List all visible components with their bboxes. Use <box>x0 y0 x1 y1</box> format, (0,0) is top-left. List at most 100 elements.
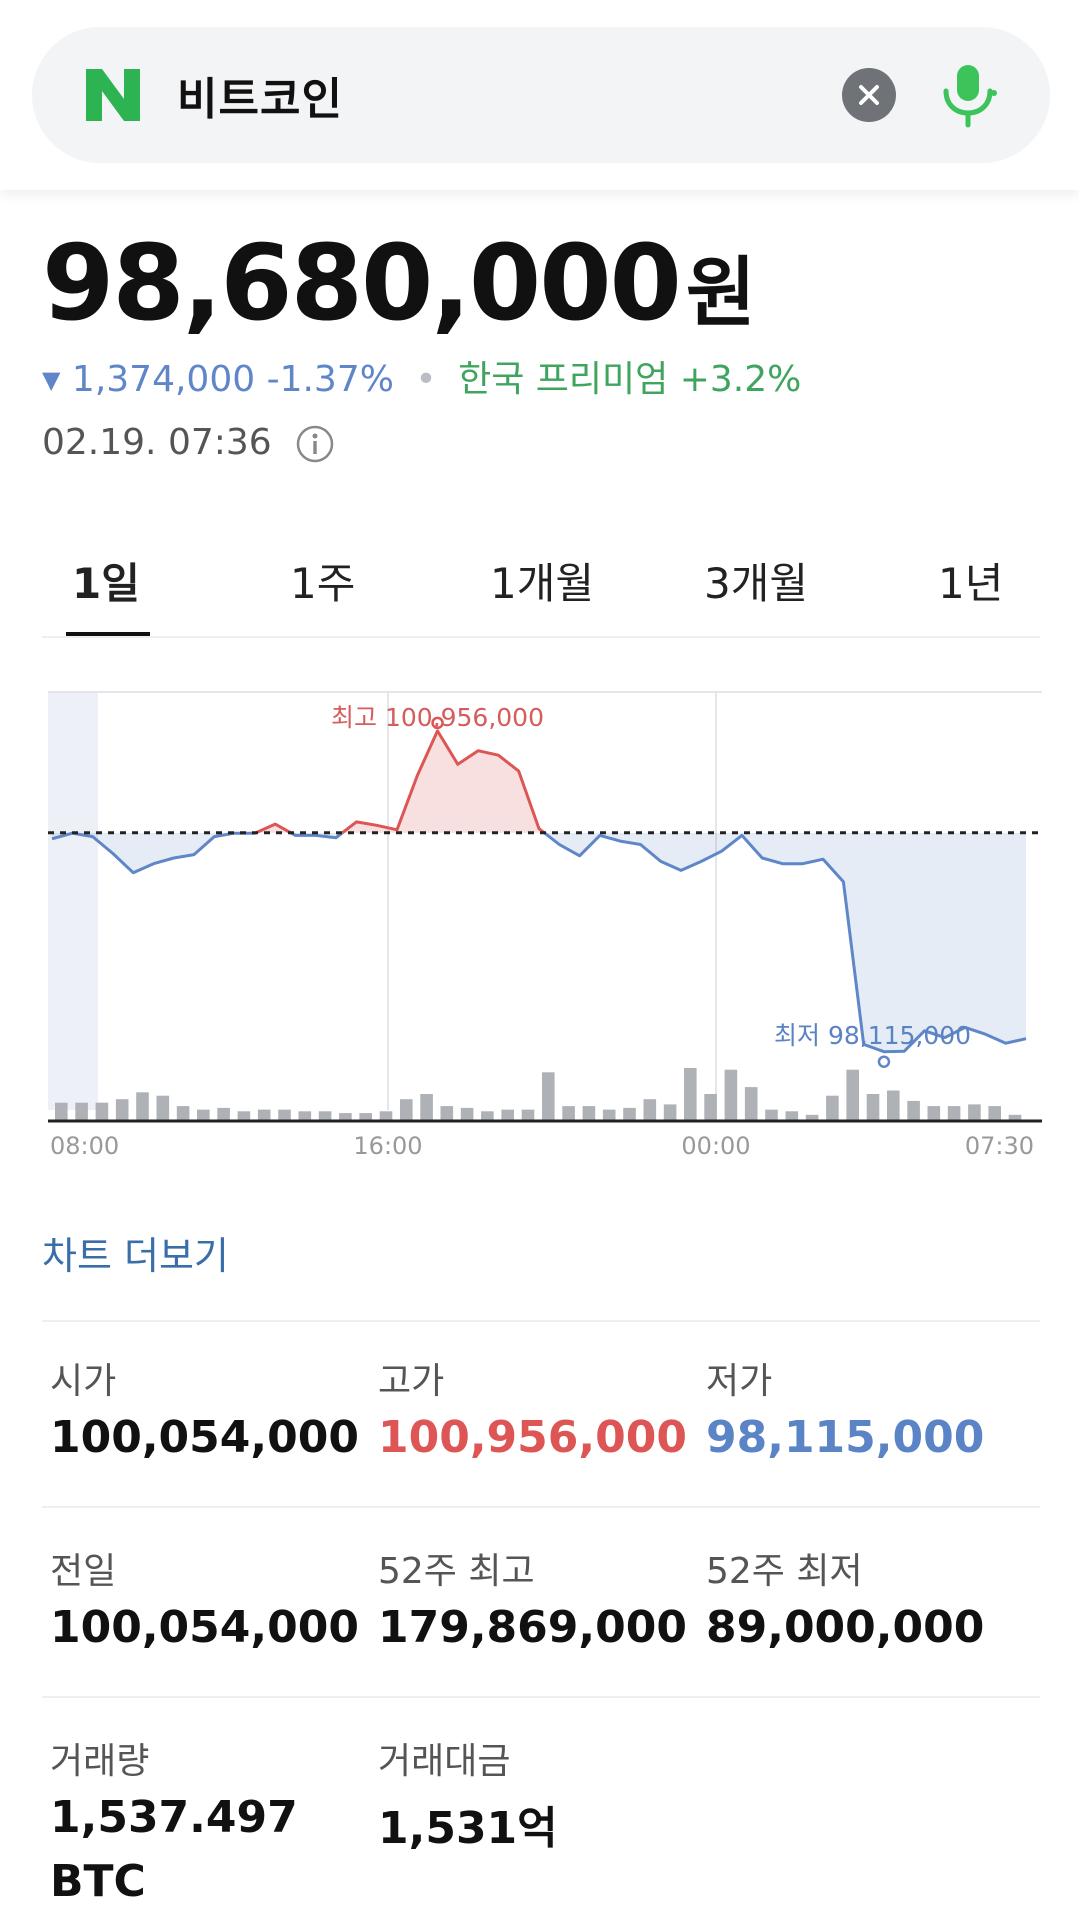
volume-bar <box>866 1094 880 1120</box>
tab-3-months[interactable]: 3개월 <box>704 559 809 608</box>
volume-bar <box>359 1113 372 1120</box>
price-value: 98,680,000 <box>42 222 682 344</box>
volume-bar <box>379 1111 393 1120</box>
high-marker <box>431 716 444 730</box>
x-tick-label: 00:00 <box>681 1132 750 1160</box>
volume-bar <box>278 1109 291 1120</box>
divider <box>42 1320 1040 1322</box>
x-tick-label: 16:00 <box>353 1132 422 1160</box>
stat-label-volume: 거래량 <box>50 1741 150 1782</box>
price-area-above <box>255 824 291 833</box>
volume-bar <box>744 1087 758 1120</box>
price-change-row: ▼ 1,374,000 -1.37% • 한국 프리미엄 +3.2% <box>42 350 801 402</box>
volume-bar <box>805 1114 819 1120</box>
price-chart[interactable]: 08:00 16:00 00:00 07:30 최고 100,956,000 최… <box>42 680 1042 1160</box>
volume-bar <box>765 1109 778 1120</box>
volume-bar <box>197 1109 210 1120</box>
stat-label-open: 시가 <box>50 1361 117 1402</box>
chart-more-link[interactable]: 차트 더보기 <box>42 1234 229 1278</box>
volume-bar <box>663 1104 677 1120</box>
price-line-down <box>289 831 344 840</box>
search-bar[interactable]: 비트코인 <box>32 27 1050 163</box>
volume-bar <box>75 1102 88 1120</box>
separator-dot: • <box>415 359 437 400</box>
volume-bar <box>176 1106 190 1120</box>
voice-search-button[interactable] <box>938 63 998 129</box>
price-unit: 원 <box>685 248 756 337</box>
x-tick-label: 07:30 <box>965 1132 1034 1160</box>
volume-bar <box>501 1109 514 1120</box>
stat-label-52w-low: 52주 최저 <box>706 1551 863 1592</box>
volume-bar <box>968 1104 981 1120</box>
volume-bar <box>237 1111 251 1120</box>
volume-bar <box>947 1106 961 1120</box>
period-tabs: 1일 1주 1개월 3개월 1년 <box>42 540 1040 638</box>
price-timestamp-row: 02.19. 07:36 <box>42 422 335 464</box>
microphone-icon <box>943 65 997 128</box>
info-icon[interactable] <box>295 424 335 464</box>
stat-label-52w-high: 52주 최고 <box>378 1551 535 1592</box>
volume-bar <box>907 1100 920 1120</box>
volume-bar <box>542 1072 555 1120</box>
volume-bar <box>420 1094 433 1120</box>
volume-bar <box>684 1068 697 1120</box>
volume-bar <box>1008 1114 1022 1120</box>
price-line-down <box>51 831 257 875</box>
stat-label-prev-close: 전일 <box>50 1551 117 1592</box>
top-bar: 비트코인 <box>0 0 1079 190</box>
tab-1-month[interactable]: 1개월 <box>490 559 595 608</box>
change-percent: -1.37% <box>266 359 394 400</box>
stat-label-low: 저가 <box>706 1361 773 1402</box>
volume-bar <box>440 1106 454 1120</box>
tab-1-year[interactable]: 1년 <box>938 559 1004 608</box>
volume-bar <box>460 1107 474 1120</box>
volume-bar <box>826 1095 839 1120</box>
price-area-below <box>544 832 1026 1052</box>
volume-bar <box>156 1095 170 1120</box>
volume-bar <box>643 1099 657 1120</box>
tab-1-day[interactable]: 1일 <box>72 559 140 608</box>
volume-bar <box>115 1099 129 1120</box>
chart-highlight-band <box>48 692 98 1110</box>
volume-bar <box>217 1107 230 1120</box>
volume-bar <box>704 1094 717 1120</box>
stat-value-prev-close: 100,054,000 <box>50 1602 359 1653</box>
timestamp: 02.19. 07:36 <box>42 422 272 463</box>
korea-premium: 한국 프리미엄 +3.2% <box>458 359 802 400</box>
current-price: 98,680,000원 <box>42 222 756 344</box>
stat-value-turnover: 1,531억 <box>378 1803 558 1854</box>
stat-value-high: 100,956,000 <box>378 1412 687 1463</box>
stat-value-low: 98,115,000 <box>706 1412 985 1463</box>
stat-value-open: 100,054,000 <box>50 1412 359 1463</box>
price-line-up <box>255 822 292 835</box>
search-input[interactable]: 비트코인 <box>177 74 343 125</box>
tab-1-week[interactable]: 1주 <box>290 559 356 608</box>
divider <box>42 1506 1040 1508</box>
volume-bar <box>562 1106 575 1120</box>
volume-bar <box>55 1102 68 1120</box>
chart-low-label: 최저 98,115,000 <box>774 1021 971 1050</box>
volume-bar <box>95 1102 109 1120</box>
stat-value-52w-high: 179,869,000 <box>378 1602 687 1653</box>
stat-value-52w-low: 89,000,000 <box>706 1602 985 1653</box>
low-marker <box>877 1055 891 1068</box>
volume-bar <box>257 1109 271 1120</box>
volume-bar <box>521 1109 535 1120</box>
volume-bar <box>481 1111 494 1120</box>
volume-bar <box>400 1099 413 1120</box>
volume-bar <box>846 1069 859 1120</box>
divider <box>42 1696 1040 1698</box>
volume-bar <box>927 1106 941 1120</box>
down-triangle-icon: ▼ <box>42 366 61 394</box>
stat-value-volume: 1,537.497 <box>50 1792 298 1843</box>
price-line-down <box>543 831 1027 1054</box>
naver-logo-icon[interactable] <box>82 67 144 123</box>
volume-bar <box>298 1111 312 1120</box>
volume-bar <box>136 1092 149 1120</box>
price-line-up <box>341 729 546 834</box>
stat-label-turnover: 거래대금 <box>378 1741 511 1782</box>
volume-bar <box>623 1107 636 1120</box>
volume-bar <box>339 1113 352 1120</box>
price-area-above <box>342 730 545 833</box>
clear-search-button[interactable] <box>842 68 896 122</box>
